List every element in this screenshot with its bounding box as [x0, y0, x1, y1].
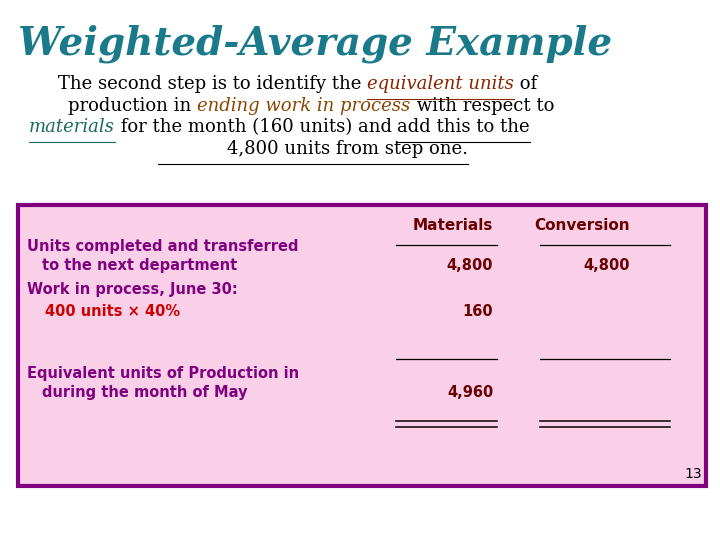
Text: 4,800: 4,800	[583, 258, 630, 273]
Text: 4,800 units from step one.: 4,800 units from step one.	[158, 140, 469, 158]
Text: add this to the: add this to the	[397, 118, 530, 136]
Text: ending work in process: ending work in process	[197, 97, 410, 114]
Text: Weighted-Average Example: Weighted-Average Example	[18, 24, 612, 63]
Text: Equivalent units of Production in: Equivalent units of Production in	[27, 366, 300, 381]
Text: for the month (160 units) and: for the month (160 units) and	[114, 118, 397, 136]
Text: The second step is to identify the: The second step is to identify the	[58, 75, 366, 93]
Text: 400 units × 40%: 400 units × 40%	[45, 304, 181, 319]
FancyBboxPatch shape	[18, 205, 706, 486]
Text: Conversion: Conversion	[534, 218, 630, 233]
Text: Materials: Materials	[413, 218, 493, 233]
Text: 160: 160	[462, 304, 493, 319]
Text: 13: 13	[685, 467, 702, 481]
Text: with respect to: with respect to	[410, 97, 554, 114]
Text: 4,960: 4,960	[447, 385, 493, 400]
Text: to the next department: to the next department	[42, 258, 237, 273]
Text: during the month of May: during the month of May	[42, 385, 247, 400]
Text: materials: materials	[29, 118, 114, 136]
Text: production in: production in	[68, 97, 197, 114]
Text: Work in process, June 30:: Work in process, June 30:	[27, 282, 238, 298]
Text: Units completed and transferred: Units completed and transferred	[27, 239, 299, 254]
Text: equivalent units: equivalent units	[366, 75, 513, 93]
Text: of: of	[513, 75, 536, 93]
Text: 4,800: 4,800	[446, 258, 493, 273]
